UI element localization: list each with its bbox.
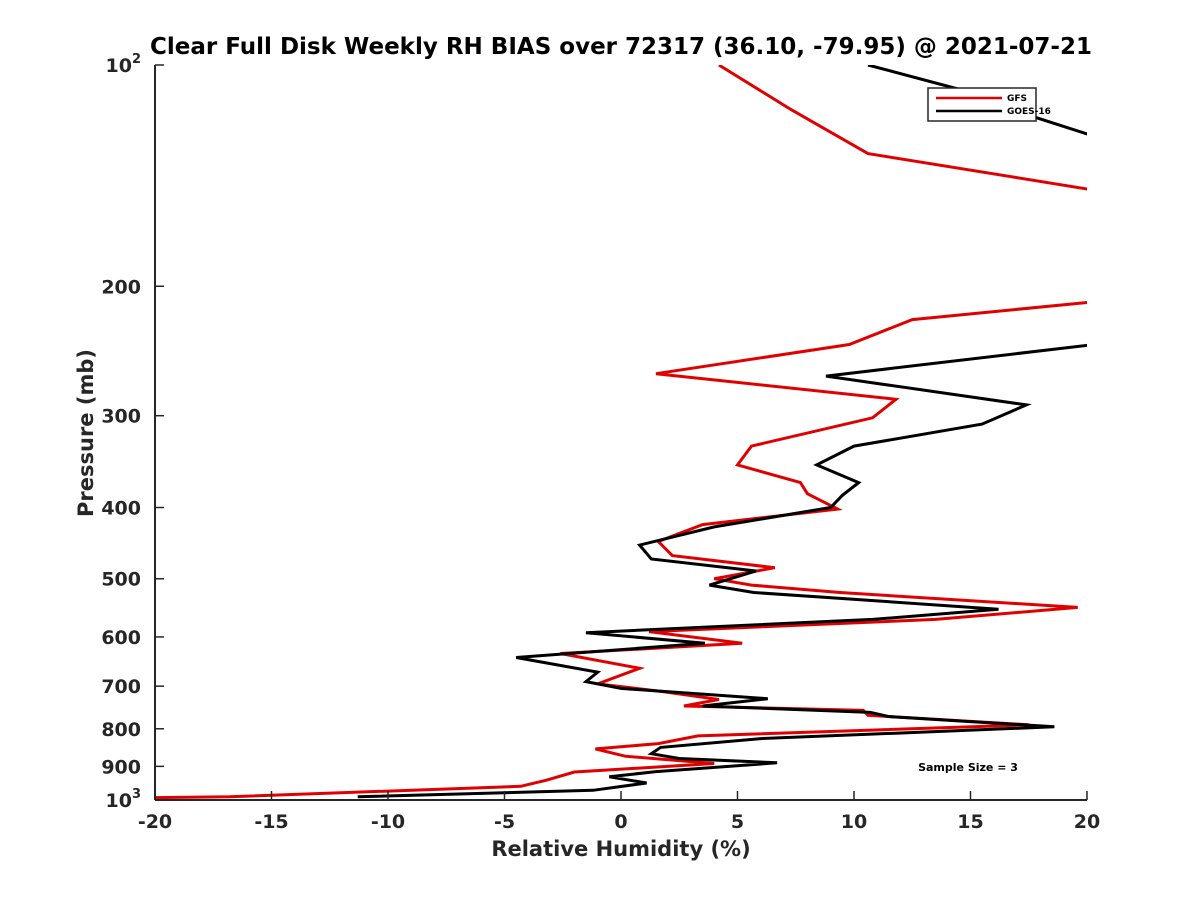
y-tick-label: 500 (101, 569, 141, 591)
x-ticks: -20 -15 -10 -5 0 5 10 15 20 (138, 791, 1100, 833)
x-tick-label: 5 (731, 811, 744, 833)
x-tick-label: 10 (841, 811, 867, 833)
legend-label: GFS (1007, 94, 1027, 104)
y-tick-label-base: 200 (101, 276, 141, 298)
y-tick-label-base: 800 (101, 719, 141, 741)
y-tick-label: 102 (106, 52, 142, 77)
x-tick-label: 15 (957, 811, 983, 833)
legend: GFS GOES-16 (927, 87, 1051, 122)
y-tick-label: 300 (101, 406, 141, 428)
y-tick-label: 600 (101, 627, 141, 649)
y-axis-label: Pressure (mb) (74, 349, 98, 517)
series-layer (155, 65, 1087, 800)
y-tick-label-base: 400 (101, 498, 141, 520)
y-tick-label-base: 700 (101, 676, 141, 698)
series-line-goes-16 (357, 65, 1087, 799)
x-tick-label: -20 (138, 811, 172, 833)
x-axis-label: Relative Humidity (%) (491, 837, 750, 861)
y-tick-label: 900 (101, 756, 141, 778)
y-tick-label: 400 (101, 498, 141, 520)
y-tick-label-exponent: 3 (132, 787, 141, 802)
y-tick-label-base: 900 (101, 756, 141, 778)
x-tick-label: -15 (254, 811, 288, 833)
chart-title: Clear Full Disk Weekly RH BIAS over 7231… (150, 34, 1092, 60)
x-tick-label: 20 (1074, 811, 1100, 833)
series-line-gfs (155, 65, 1087, 800)
y-tick-label: 800 (101, 719, 141, 741)
legend-box (927, 87, 1037, 122)
y-tick-label-base: 10 (106, 55, 132, 77)
y-tick-label: 103 (106, 787, 142, 812)
y-tick-label-exponent: 2 (132, 52, 141, 67)
x-tick-label: -10 (371, 811, 405, 833)
y-tick-label-base: 10 (106, 790, 132, 812)
y-tick-label-base: 300 (101, 406, 141, 428)
x-tick-label: 0 (614, 811, 627, 833)
y-tick-label: 200 (101, 276, 141, 298)
x-tick-label: -5 (494, 811, 515, 833)
legend-label: GOES-16 (1007, 107, 1051, 117)
y-tick-label-base: 500 (101, 569, 141, 591)
y-tick-label-base: 600 (101, 627, 141, 649)
y-tick-label: 700 (101, 676, 141, 698)
sample-size-annotation: Sample Size = 3 (918, 761, 1018, 774)
